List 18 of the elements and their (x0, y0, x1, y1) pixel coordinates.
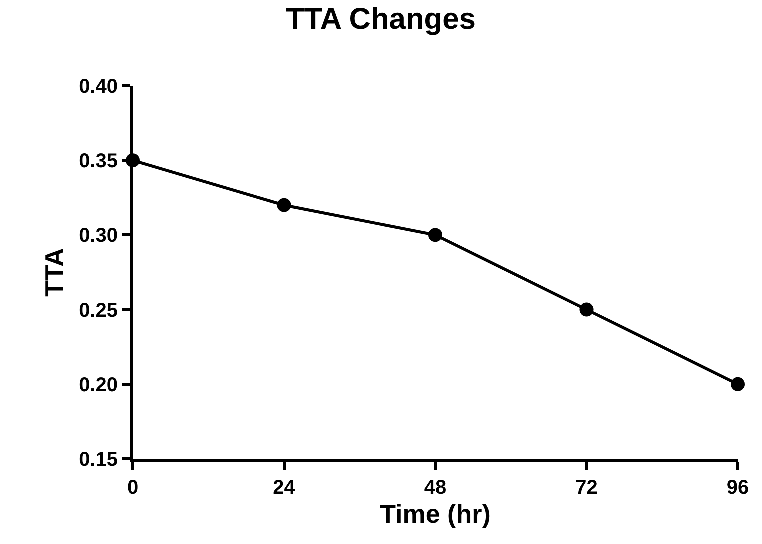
y-axis-title: TTA (39, 248, 70, 297)
x-tick-label: 96 (726, 477, 750, 499)
y-tick-label: 0.30 (79, 225, 118, 248)
y-tick-label: 0.25 (79, 300, 118, 322)
point (580, 302, 594, 317)
y-tick-label: 0.40 (79, 76, 118, 98)
point (277, 198, 292, 212)
x-tick-label: 0 (127, 477, 139, 499)
x-tick-label: 24 (273, 477, 296, 499)
y-tick-label: 0.15 (79, 449, 118, 471)
point (731, 377, 745, 392)
x-axis-title: Time (hr) (380, 499, 491, 529)
x-tick-label: 72 (576, 477, 598, 499)
x-tick-label: 48 (424, 477, 447, 499)
y-tick-label: 0.35 (79, 150, 118, 173)
y-tick-label: 0.20 (79, 374, 118, 396)
chart-title: TTA Changes (286, 3, 476, 36)
point (428, 228, 442, 242)
